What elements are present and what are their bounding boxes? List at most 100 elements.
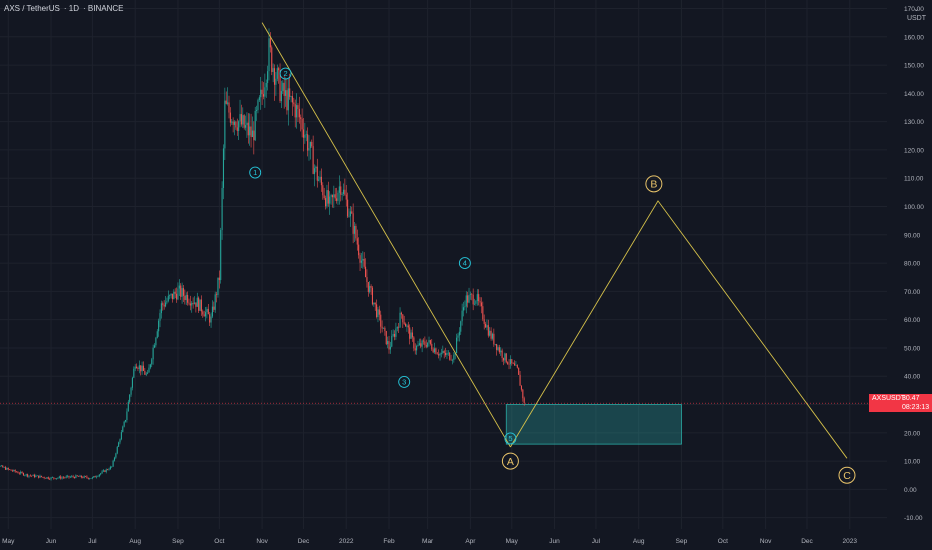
candle-body	[482, 306, 484, 320]
candle-body	[381, 326, 383, 329]
x-tick-label: Sep	[172, 538, 184, 545]
y-tick-label: -10.00	[904, 515, 923, 522]
candle-body	[141, 365, 143, 372]
candle-body	[57, 477, 59, 479]
candle-body	[42, 476, 44, 478]
candle-body	[512, 363, 514, 364]
candle-body	[60, 476, 62, 479]
x-tick-label: Aug	[129, 538, 141, 545]
candle-body	[334, 194, 336, 199]
price-axis[interactable]: -10.000.0010.0020.0030.0040.0050.0060.00…	[904, 6, 924, 522]
time-axis[interactable]: May Jun Jul Aug Sep Oct Nov Dec 2022 Feb Mar Apr May…	[2, 538, 857, 545]
candle-body	[262, 94, 265, 97]
candle-body	[442, 350, 444, 354]
candles	[0, 28, 525, 481]
candle-body	[467, 295, 469, 303]
candle-body	[380, 314, 382, 327]
candle-body	[518, 367, 520, 375]
wave-lines	[261, 22, 848, 459]
candle-body	[480, 302, 482, 307]
candle-body	[291, 96, 293, 103]
candle-body	[261, 89, 263, 95]
candle-body	[478, 294, 480, 302]
y-tick-label: 170.00	[904, 6, 924, 13]
candle-body	[294, 104, 296, 118]
candle-body	[236, 127, 238, 131]
candle-body	[331, 195, 334, 198]
candle-body	[489, 330, 491, 336]
currency-label: USDT	[906, 15, 926, 22]
candle-body	[199, 299, 201, 311]
candle-body	[338, 186, 340, 193]
candle-body	[76, 475, 78, 477]
candle-body	[250, 126, 252, 138]
candle-body	[513, 363, 516, 366]
candle-body	[152, 347, 154, 360]
candle-body	[429, 340, 431, 344]
candle-body	[7, 468, 9, 470]
wave-trendline	[510, 200, 848, 459]
candle-body	[471, 294, 473, 295]
candle-body	[90, 478, 92, 480]
candle-body	[417, 345, 419, 346]
candle-body	[46, 477, 48, 479]
candle-body	[229, 112, 231, 123]
candle-body	[69, 476, 71, 478]
candle-body	[278, 68, 280, 71]
candle-body	[202, 311, 204, 315]
candle-body	[323, 195, 325, 199]
candle-body	[341, 193, 343, 195]
candle-body	[286, 90, 288, 111]
candle-body	[158, 320, 160, 332]
candle-body	[309, 141, 311, 149]
y-tick-label: 40.00	[904, 374, 921, 381]
x-tick-label: May	[506, 538, 519, 545]
candle-body	[36, 475, 38, 477]
y-tick-label: 100.00	[904, 204, 924, 211]
candle-body	[462, 307, 465, 311]
x-tick-label: Oct	[718, 538, 728, 545]
symbol-header[interactable]: AXS / TetherUS · 1D · BINANCE	[4, 4, 124, 13]
candle-body	[210, 316, 212, 323]
candle-body	[440, 353, 442, 354]
candle-body	[160, 303, 162, 314]
candle-body	[174, 291, 176, 294]
candle-body	[122, 426, 124, 433]
candle-body	[267, 71, 269, 83]
candle-body	[98, 474, 100, 477]
candle-body	[214, 294, 216, 310]
candle-body	[304, 134, 306, 138]
currency-selector[interactable]: ⌄ USDT	[907, 5, 926, 23]
candle-body	[457, 335, 459, 338]
candle-body	[377, 309, 379, 317]
candle-body	[311, 141, 313, 147]
candle-body	[497, 347, 499, 350]
candle-body	[67, 475, 69, 477]
candle-body	[224, 100, 226, 149]
candle-body	[393, 333, 396, 337]
candle-body	[365, 266, 367, 278]
candle-body	[221, 188, 223, 231]
candle-body	[275, 78, 277, 85]
candle-body	[271, 47, 273, 72]
candle-body	[257, 100, 259, 110]
candle-body	[131, 377, 133, 388]
candle-body	[44, 477, 47, 479]
x-tick-label: Nov	[760, 538, 772, 545]
wave-trendline	[261, 22, 511, 448]
wave-label-circle	[398, 375, 411, 388]
candle-body	[10, 469, 12, 471]
price-tag-countdown: 08:23:13	[901, 404, 930, 412]
candle-body	[113, 457, 116, 461]
candle-body	[4, 467, 7, 470]
candle-body	[260, 89, 262, 98]
candle-body	[126, 411, 128, 420]
candle-body	[193, 302, 196, 304]
symbol-name: AXS / TetherUS	[4, 4, 60, 13]
chevron-down-icon: ⌄	[913, 6, 920, 13]
y-tick-label: 110.00	[904, 176, 924, 183]
candle-body	[511, 359, 513, 364]
candle-body	[140, 365, 142, 372]
x-tick-label: Sep	[676, 538, 688, 545]
